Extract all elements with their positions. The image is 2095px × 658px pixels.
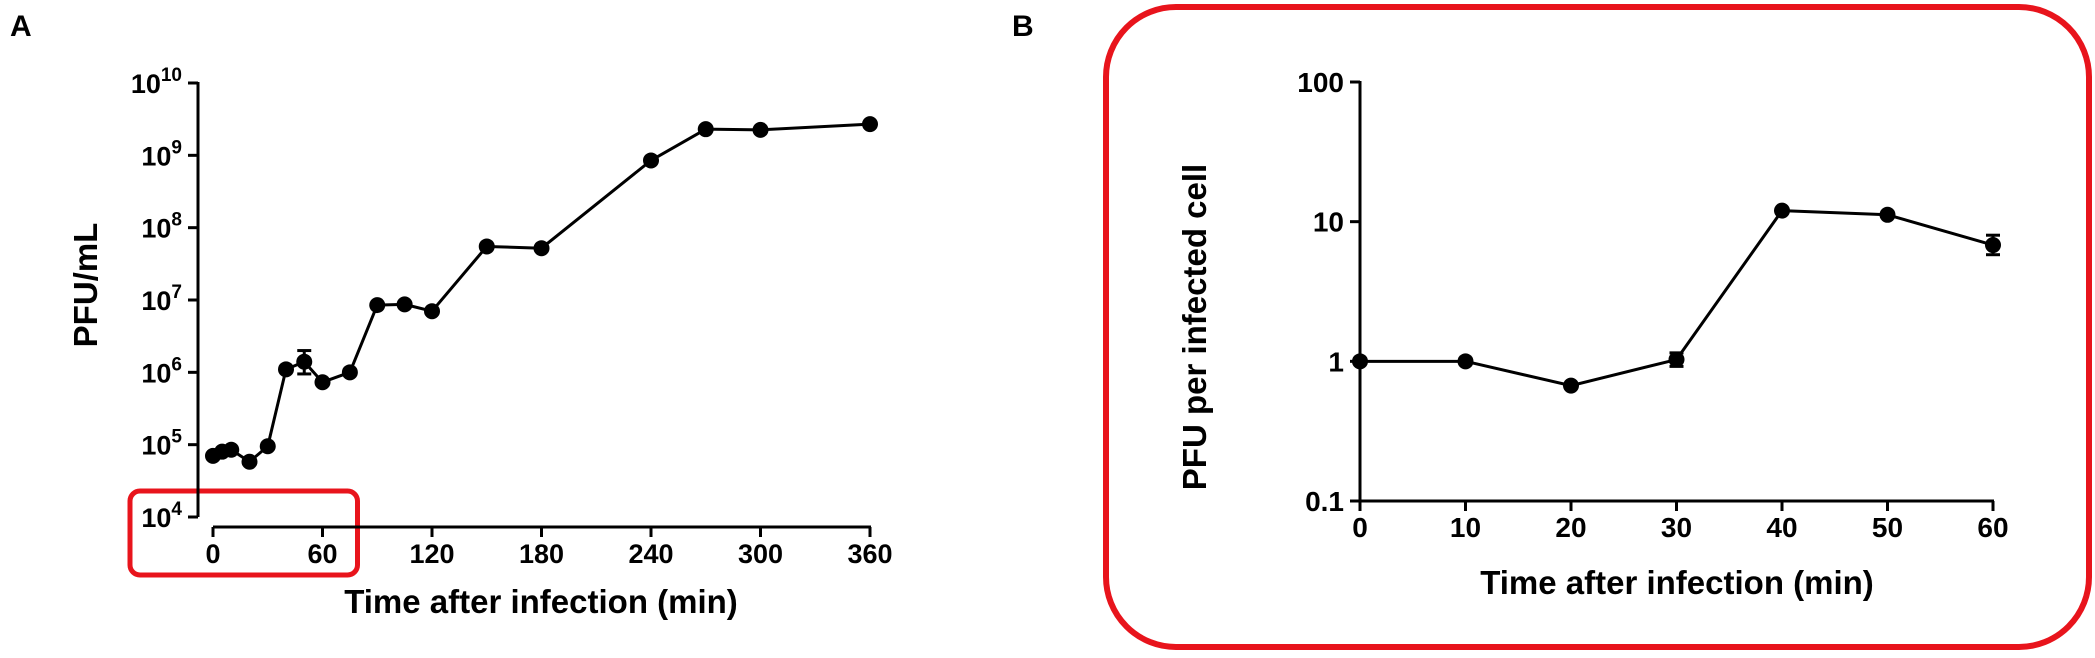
x-tick-label: 360 [847, 539, 892, 569]
highlight-box [127, 488, 360, 578]
data-point [259, 438, 276, 455]
y-tick-label: 106 [141, 354, 182, 388]
y-tick-label: 1010 [131, 65, 182, 99]
x-tick-label: 60 [307, 539, 337, 569]
y-tick-label: 109 [141, 137, 182, 171]
tick-base: 10 [141, 141, 171, 171]
x-tick-label: 40 [1766, 512, 1797, 543]
y-tick-label: 10 [1313, 207, 1344, 238]
data-point [643, 152, 659, 169]
tick-exponent: 9 [171, 137, 182, 158]
y-axis-label: PFU per infected cell [1176, 164, 1213, 490]
tick-base: 10 [141, 503, 171, 533]
data-point [241, 453, 258, 470]
data-point [296, 353, 313, 370]
highlight-frame [1103, 4, 2092, 650]
y-tick-label: 107 [141, 282, 182, 316]
y-tick-label: 1 [1328, 346, 1344, 377]
y-tick-label: 104 [141, 499, 182, 533]
series-line [212, 122, 871, 464]
tick-exponent: 6 [171, 354, 182, 375]
data-point [223, 441, 240, 458]
plot-b [1352, 202, 2001, 394]
tick-exponent: 8 [171, 210, 182, 231]
x-tick-label: 20 [1555, 512, 1586, 543]
x-tick-label: 0 [205, 539, 220, 569]
y-tick-label: 105 [141, 427, 182, 461]
data-point [478, 238, 495, 255]
data-point [314, 374, 331, 391]
tick-exponent: 4 [171, 499, 182, 520]
panel-b: B 0 10 20 30 40 50 60 0.1 1 10 100 Time after infe… [1012, 4, 2092, 650]
data-point [1352, 353, 1368, 370]
x-tick-label: 60 [1977, 512, 2008, 543]
data-point [1457, 353, 1474, 370]
tick-base: 10 [141, 358, 171, 388]
tick-base: 10 [141, 214, 171, 244]
plot-a [205, 116, 878, 470]
tick-base: 10 [131, 69, 161, 99]
tick-base: 10 [141, 286, 171, 316]
tick-exponent: 7 [171, 282, 182, 303]
data-point [862, 116, 878, 133]
x-tick-label: 50 [1872, 512, 1903, 543]
data-point [1774, 202, 1790, 219]
tick-exponent: 10 [161, 65, 182, 86]
data-point [1985, 237, 2001, 254]
tick-base: 10 [141, 431, 171, 461]
data-point [533, 240, 550, 257]
x-axis-label: Time after infection (min) [344, 583, 738, 620]
panel-a: A 0 60 120 180 240 300 36010410510610710810910… [10, 10, 893, 620]
axes-b: 0 10 20 30 40 50 60 0.1 1 10 100 [1297, 67, 2008, 543]
x-tick-label: 10 [1450, 512, 1481, 543]
data-point [369, 297, 386, 314]
panel-label-b: B [1012, 10, 1034, 43]
x-tick-label: 0 [1352, 512, 1368, 543]
tick-exponent: 5 [171, 427, 182, 448]
panel-label-a: A [10, 10, 32, 43]
data-point [424, 303, 440, 320]
data-point [1879, 206, 1896, 223]
x-axis-label: Time after infection (min) [1480, 564, 1874, 601]
y-tick-label: 100 [1297, 67, 1344, 98]
data-point [278, 361, 294, 378]
data-point [1668, 351, 1685, 368]
data-point [752, 121, 769, 138]
y-axis-label: PFU/mL [67, 223, 104, 348]
y-tick-label: 0.1 [1305, 486, 1344, 517]
x-tick-label: 30 [1661, 512, 1692, 543]
data-point [341, 364, 358, 381]
x-tick-label: 180 [519, 539, 564, 569]
x-tick-label: 300 [738, 539, 783, 569]
x-tick-label: 240 [628, 539, 673, 569]
x-tick-label: 120 [409, 539, 454, 569]
data-point [697, 121, 714, 138]
data-point [396, 296, 413, 313]
data-point [1563, 377, 1579, 394]
y-tick-label: 108 [141, 210, 182, 244]
